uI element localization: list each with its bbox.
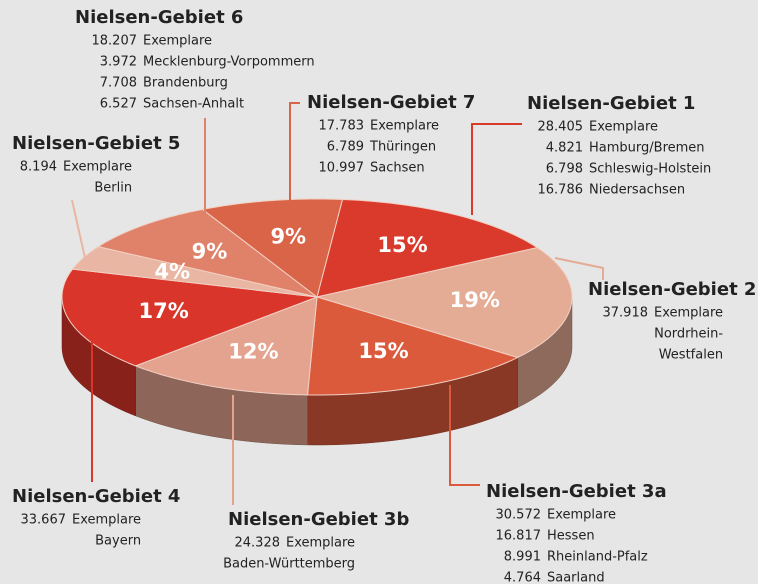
detail-count: 16.786: [538, 183, 584, 198]
detail-count: 37.918: [603, 306, 649, 321]
detail-count: 6.527: [100, 97, 137, 112]
detail-count: 30.572: [496, 508, 542, 523]
detail-count: 24.328: [235, 536, 281, 551]
detail-text: Berlin: [94, 181, 132, 196]
detail-text: Rheinland-Pfalz: [547, 550, 648, 565]
detail-text: Brandenburg: [143, 76, 228, 91]
detail-count: 3.972: [100, 55, 137, 70]
detail-text: Sachsen-Anhalt: [143, 97, 244, 112]
detail-text: Exemplare: [547, 508, 616, 523]
detail-text: Exemplare: [63, 160, 132, 175]
detail-text: Exemplare: [654, 306, 723, 321]
region-title: Nielsen-Gebiet 5: [12, 133, 180, 154]
detail-text: Thüringen: [369, 140, 436, 155]
detail-count: 18.207: [92, 34, 138, 49]
value-label: 17%: [139, 299, 189, 323]
detail-count: 6.789: [327, 140, 364, 155]
region-title: Nielsen-Gebiet 1: [527, 93, 695, 114]
leader-line: [471, 123, 522, 215]
value-label: 19%: [450, 288, 500, 312]
detail-count: 6.798: [546, 162, 583, 177]
region-title: Nielsen-Gebiet 3b: [228, 509, 409, 530]
detail-text: Bayern: [95, 534, 141, 549]
detail-count: 7.708: [100, 76, 137, 91]
leader-line: [554, 257, 604, 280]
detail-count: 8.991: [504, 550, 541, 565]
detail-text: Hessen: [547, 529, 595, 544]
pie-slice: [61, 268, 318, 367]
detail-text: Nordrhein-: [654, 327, 723, 342]
detail-text: Westfalen: [659, 348, 723, 363]
detail-text: Mecklenburg-Vorpommern: [143, 55, 315, 70]
region-title: Nielsen-Gebiet 7: [307, 92, 475, 113]
value-label: 9%: [270, 224, 306, 248]
region-title: Nielsen-Gebiet 6: [75, 7, 243, 28]
region-title: Nielsen-Gebiet 2: [588, 279, 756, 300]
value-label: 9%: [192, 239, 228, 263]
detail-text: Niedersachsen: [589, 183, 685, 198]
detail-text: Hamburg/Bremen: [589, 141, 705, 156]
leader-line: [449, 385, 480, 486]
pie-slice: [315, 247, 573, 359]
region-title: Nielsen-Gebiet 3a: [486, 481, 667, 502]
region-title: Nielsen-Gebiet 4: [12, 486, 180, 507]
detail-text: Sachsen: [370, 161, 425, 176]
value-label: 15%: [358, 339, 408, 363]
pie-slice: [306, 296, 519, 396]
pie-slice: [96, 208, 318, 298]
detail-count: 10.997: [319, 161, 365, 176]
detail-text: Exemplare: [72, 513, 141, 528]
detail-text: Exemplare: [143, 34, 212, 49]
leader-line: [289, 102, 300, 205]
detail-count: 16.817: [496, 529, 542, 544]
value-label: 12%: [228, 340, 278, 364]
pie-slice: [134, 296, 318, 396]
detail-text: Exemplare: [589, 120, 658, 135]
value-label: 15%: [377, 233, 427, 257]
detail-text: Exemplare: [370, 119, 439, 134]
detail-text: Saarland: [547, 571, 605, 584]
detail-count: 17.783: [319, 119, 365, 134]
detail-text: Exemplare: [286, 536, 355, 551]
detail-count: 33.667: [21, 513, 67, 528]
pie-slice: [71, 246, 318, 298]
detail-count: 28.405: [538, 120, 584, 135]
leader-line: [71, 199, 86, 259]
detail-count: 4.821: [546, 141, 583, 156]
pie-slice: [316, 198, 539, 298]
detail-count: 4.764: [504, 571, 541, 584]
detail-text: Schleswig-Holstein: [589, 162, 711, 177]
detail-count: 8.194: [20, 160, 57, 175]
pie-slice: [201, 198, 344, 298]
detail-text: Baden-Württemberg: [223, 557, 355, 572]
value-label: 4%: [154, 260, 190, 284]
